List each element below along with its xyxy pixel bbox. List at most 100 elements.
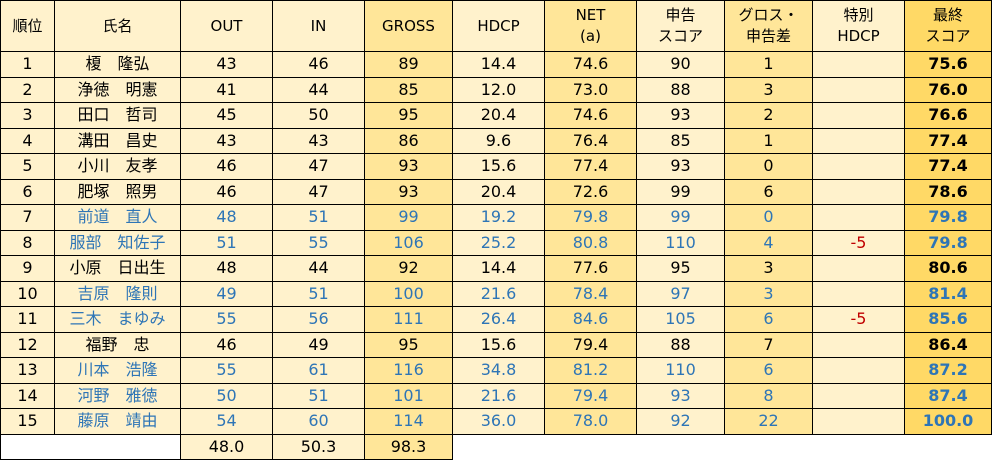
cell-out: 41 <box>180 76 273 103</box>
cell-in: 61 <box>272 357 365 384</box>
cell-declared: 93 <box>636 102 725 129</box>
cell-gross: 86 <box>364 127 453 154</box>
cell-in: 44 <box>272 255 365 282</box>
header-diff-line1: グロス・ <box>738 6 799 24</box>
cell-out: 48 <box>180 204 273 231</box>
cell-out: 46 <box>180 178 273 205</box>
table-row: 12 福野 忠 46 49 95 15.6 79.4 88 7 86.4 <box>0 331 992 358</box>
cell-rank: 15 <box>0 408 55 435</box>
cell-name: 川本 浩隆 <box>54 357 181 384</box>
cell-special <box>812 102 905 129</box>
header-net: NET (a) <box>544 0 637 52</box>
cell-in: 43 <box>272 127 365 154</box>
cell-diff: 6 <box>724 306 813 333</box>
cell-net: 77.4 <box>544 153 637 180</box>
cell-name: 浄徳 明憲 <box>54 76 181 103</box>
cell-special <box>812 382 905 409</box>
cell-final: 87.2 <box>904 357 992 384</box>
cell-net: 79.4 <box>544 331 637 358</box>
cell-hdcp: 15.6 <box>452 331 545 358</box>
cell-rank: 5 <box>0 153 55 180</box>
cell-gross: 99 <box>364 204 453 231</box>
average-label-cell <box>0 433 181 460</box>
cell-special <box>812 153 905 180</box>
cell-gross: 111 <box>364 306 453 333</box>
cell-name: 肥塚 照男 <box>54 178 181 205</box>
cell-special: -5 <box>812 306 905 333</box>
cell-final: 77.4 <box>904 153 992 180</box>
cell-hdcp: 26.4 <box>452 306 545 333</box>
cell-diff: 0 <box>724 204 813 231</box>
table-row: 11 三木 まゆみ 55 56 111 26.4 84.6 105 6 -5 85.6 <box>0 306 992 333</box>
table-row: 15 藤原 靖由 54 60 114 36.0 78.0 92 22 100.0 <box>0 408 992 435</box>
cell-declared: 110 <box>636 357 725 384</box>
cell-in: 60 <box>272 408 365 435</box>
table-row: 2 浄徳 明憲 41 44 85 12.0 73.0 88 3 76.0 <box>0 76 992 103</box>
cell-special <box>812 76 905 103</box>
cell-out: 55 <box>180 306 273 333</box>
cell-gross: 89 <box>364 51 453 78</box>
cell-declared: 88 <box>636 76 725 103</box>
cell-declared: 92 <box>636 408 725 435</box>
cell-hdcp: 14.4 <box>452 51 545 78</box>
cell-net: 74.6 <box>544 102 637 129</box>
cell-rank: 9 <box>0 255 55 282</box>
cell-name: 小原 日出生 <box>54 255 181 282</box>
average-in: 50.3 <box>272 433 365 460</box>
cell-hdcp: 21.6 <box>452 280 545 307</box>
cell-in: 50 <box>272 102 365 129</box>
cell-final: 77.4 <box>904 127 992 154</box>
cell-final: 79.8 <box>904 204 992 231</box>
cell-gross: 101 <box>364 382 453 409</box>
header-out: OUT <box>180 0 273 52</box>
cell-special <box>812 204 905 231</box>
cell-name: 福野 忠 <box>54 331 181 358</box>
cell-net: 79.4 <box>544 382 637 409</box>
cell-declared: 90 <box>636 51 725 78</box>
cell-final: 81.4 <box>904 280 992 307</box>
header-hdcp: HDCP <box>452 0 545 52</box>
cell-out: 55 <box>180 357 273 384</box>
cell-diff: 7 <box>724 331 813 358</box>
cell-in: 55 <box>272 229 365 256</box>
cell-out: 46 <box>180 153 273 180</box>
header-final-line2: スコア <box>925 27 971 45</box>
cell-final: 79.8 <box>904 229 992 256</box>
cell-out: 43 <box>180 51 273 78</box>
header-declared-line2: スコア <box>657 27 703 45</box>
cell-final: 80.6 <box>904 255 992 282</box>
cell-diff: 3 <box>724 255 813 282</box>
cell-out: 45 <box>180 102 273 129</box>
cell-final: 87.4 <box>904 382 992 409</box>
cell-in: 51 <box>272 204 365 231</box>
header-special-line1: 特別 <box>843 6 874 24</box>
average-gross: 98.3 <box>364 433 453 460</box>
cell-net: 78.4 <box>544 280 637 307</box>
cell-hdcp: 9.6 <box>452 127 545 154</box>
cell-rank: 11 <box>0 306 55 333</box>
cell-special <box>812 408 905 435</box>
header-net-line2: (a) <box>580 27 601 45</box>
cell-declared: 93 <box>636 382 725 409</box>
cell-in: 47 <box>272 178 365 205</box>
cell-rank: 4 <box>0 127 55 154</box>
table-row: 7 前道 直人 48 51 99 19.2 79.8 99 0 79.8 <box>0 204 992 231</box>
header-diff-line2: 申告差 <box>745 27 791 45</box>
cell-rank: 2 <box>0 76 55 103</box>
table-row: 6 肥塚 照男 46 47 93 20.4 72.6 99 6 78.6 <box>0 178 992 205</box>
cell-out: 49 <box>180 280 273 307</box>
header-final: 最終 スコア <box>904 0 992 52</box>
cell-name: 河野 雅徳 <box>54 382 181 409</box>
cell-diff: 2 <box>724 102 813 129</box>
cell-in: 51 <box>272 280 365 307</box>
cell-name: 前道 直人 <box>54 204 181 231</box>
cell-out: 54 <box>180 408 273 435</box>
cell-rank: 10 <box>0 280 55 307</box>
cell-net: 74.6 <box>544 51 637 78</box>
cell-hdcp: 21.6 <box>452 382 545 409</box>
header-declared-line1: 申告 <box>665 6 696 24</box>
cell-gross: 95 <box>364 331 453 358</box>
cell-in: 46 <box>272 51 365 78</box>
